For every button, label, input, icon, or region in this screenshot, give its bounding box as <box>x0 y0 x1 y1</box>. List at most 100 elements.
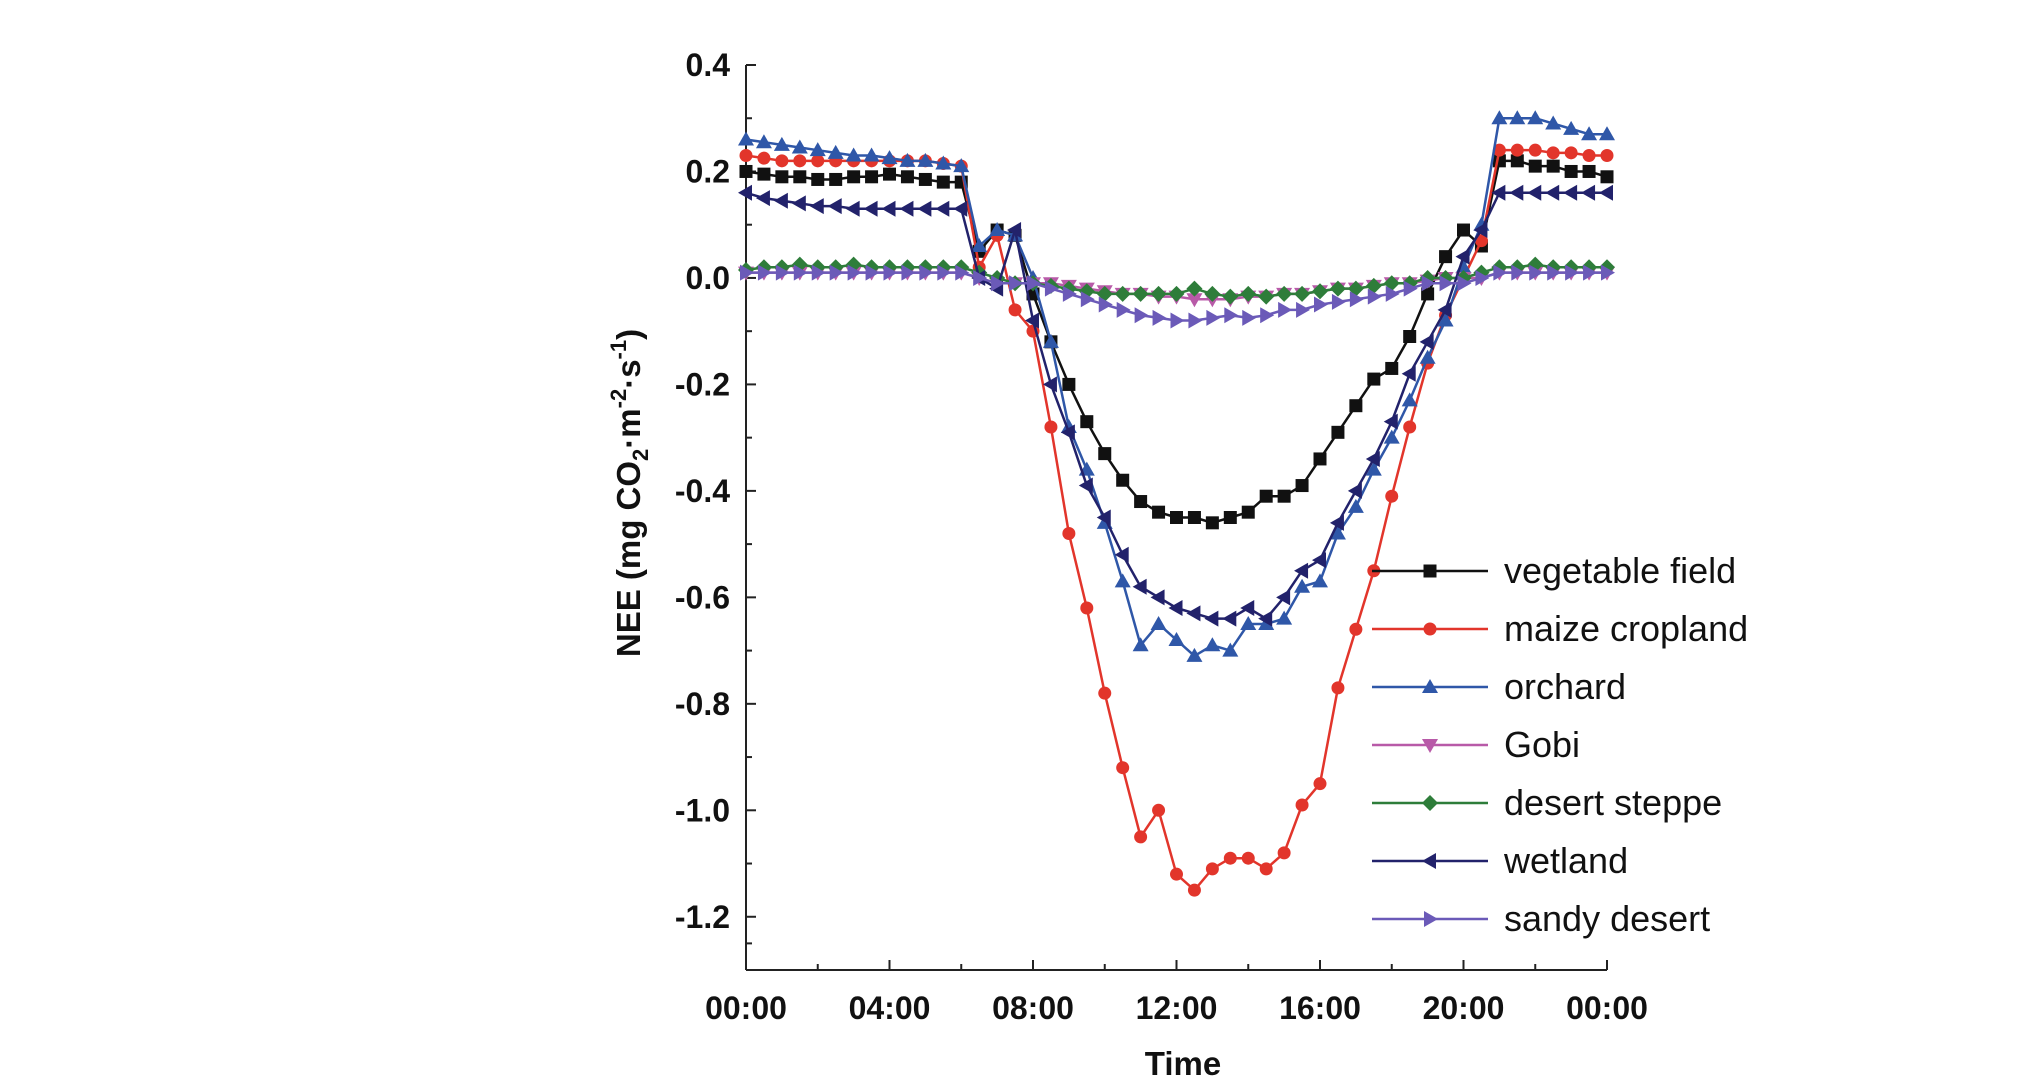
sandy-desert-point <box>1027 275 1041 292</box>
sandy-desert-point <box>883 264 898 281</box>
legend-entry-sandy-desert: sandy desert <box>1372 898 1710 939</box>
y-tick-label: 0.2 <box>686 153 730 189</box>
sandy-desert-point <box>793 264 808 281</box>
orchard-line <box>745 116 1607 658</box>
legend-label: vegetable field <box>1504 550 1736 591</box>
vegetable-field-point <box>775 170 789 184</box>
wetland-point <box>809 198 824 215</box>
desert-steppe-point <box>1132 285 1149 302</box>
wetland-point <box>1599 184 1613 201</box>
sandy-desert-point <box>1601 264 1615 281</box>
wetland-point <box>1509 184 1524 201</box>
desert-steppe-point <box>1329 280 1346 297</box>
wetland-point <box>881 200 896 217</box>
orchard-point <box>935 155 952 170</box>
orchard-point <box>1545 115 1562 130</box>
desert-steppe-point <box>1168 285 1185 302</box>
legend-entry-desert-steppe: desert steppe <box>1372 782 1722 823</box>
desert-steppe-point <box>1294 285 1311 302</box>
sandy-desert-point <box>1134 307 1149 324</box>
wetland-point <box>1401 365 1416 382</box>
sandy-desert-point <box>1511 264 1526 281</box>
sandy-desert-point <box>1044 280 1059 297</box>
orchard-point <box>1509 110 1526 125</box>
sandy-desert-point <box>1314 296 1328 313</box>
legend-entry-gobi: Gobi <box>1372 724 1580 765</box>
wetland-point <box>863 200 878 217</box>
vegetable-field-point <box>793 170 807 184</box>
maize-cropland-point <box>1349 622 1363 636</box>
legend-swatch-marker <box>1422 739 1438 753</box>
vegetable-field-point <box>1080 415 1094 429</box>
orchard-point <box>755 134 772 149</box>
sandy-desert-point <box>1152 309 1167 326</box>
sandy-desert-point <box>1170 312 1185 329</box>
vegetable-field-point <box>811 172 825 186</box>
wetland-point <box>1455 248 1470 265</box>
wetland-point <box>1240 600 1255 616</box>
maize-cropland-point <box>1205 862 1219 876</box>
y-tick-label: -0.8 <box>675 686 730 722</box>
maize-cropland-point <box>1564 146 1578 160</box>
legend-label: orchard <box>1504 666 1626 707</box>
orchard-point <box>1563 120 1580 135</box>
sandy-desert-point <box>973 269 988 286</box>
y-tick-label: -0.2 <box>675 366 730 402</box>
vegetable-field-point <box>1295 479 1309 493</box>
legend-swatch-marker <box>1422 853 1436 869</box>
maize-cropland-point <box>1385 489 1399 503</box>
orchard-point <box>1132 637 1149 652</box>
sandy-desert-point <box>901 264 916 281</box>
orchard-point <box>791 139 808 154</box>
sandy-desert-point <box>1403 280 1418 297</box>
sandy-desert-point <box>1439 275 1454 292</box>
wetland-point <box>1419 333 1434 350</box>
x-tick-label: 16:00 <box>1279 990 1361 1026</box>
orchard-point <box>1581 126 1598 141</box>
legend-swatch-marker <box>1423 622 1437 636</box>
sandy-desert-point <box>1296 301 1311 318</box>
legend-label: Gobi <box>1504 724 1580 765</box>
sandy-desert-point <box>829 264 844 281</box>
wetland-point <box>899 200 914 217</box>
series-sandy-desert <box>740 264 1615 329</box>
orchard-point <box>827 144 844 159</box>
wetland-point <box>1365 450 1380 467</box>
vegetable-field-point <box>1349 399 1363 413</box>
vegetable-field-point <box>936 175 950 189</box>
sandy-desert-point <box>757 264 772 281</box>
sandy-desert-point <box>847 264 862 281</box>
sandy-desert-point <box>937 264 952 281</box>
vegetable-field-point <box>829 172 843 186</box>
desert-steppe-point <box>1114 285 1131 302</box>
desert-steppe-point <box>1276 285 1293 302</box>
maize-cropland-point <box>1403 420 1417 434</box>
wetland-point <box>1042 376 1057 393</box>
x-tick-label: 12:00 <box>1136 990 1218 1026</box>
vegetable-field-point <box>1223 511 1237 524</box>
legend-label: desert steppe <box>1504 782 1722 823</box>
wetland-point <box>738 184 752 201</box>
maize-cropland-point <box>1008 303 1022 317</box>
legend-swatch-marker <box>1423 564 1437 578</box>
maize-cropland-point <box>1241 851 1255 865</box>
orchard-point <box>738 131 754 146</box>
orchard-point <box>773 136 790 151</box>
legend-entry-maize-cropland: maize cropland <box>1372 608 1748 649</box>
vegetable-field-point <box>1600 170 1614 184</box>
orchard-point <box>1347 498 1364 513</box>
wetland-point <box>1527 184 1542 201</box>
sandy-desert-point <box>1547 264 1562 281</box>
sandy-desert-point <box>1475 269 1490 286</box>
desert-steppe-point <box>1312 283 1328 300</box>
maize-cropland-point <box>811 154 825 168</box>
wetland-point <box>1168 600 1183 616</box>
wetland-point <box>1025 312 1039 329</box>
wetland-point <box>827 198 842 215</box>
legend-swatch-marker <box>1422 795 1438 811</box>
maize-cropland-point <box>1313 777 1327 791</box>
wetland-point <box>1258 610 1273 627</box>
wetland-point <box>1545 184 1560 201</box>
sandy-desert-point <box>1116 301 1131 318</box>
maize-cropland-point <box>757 151 771 165</box>
